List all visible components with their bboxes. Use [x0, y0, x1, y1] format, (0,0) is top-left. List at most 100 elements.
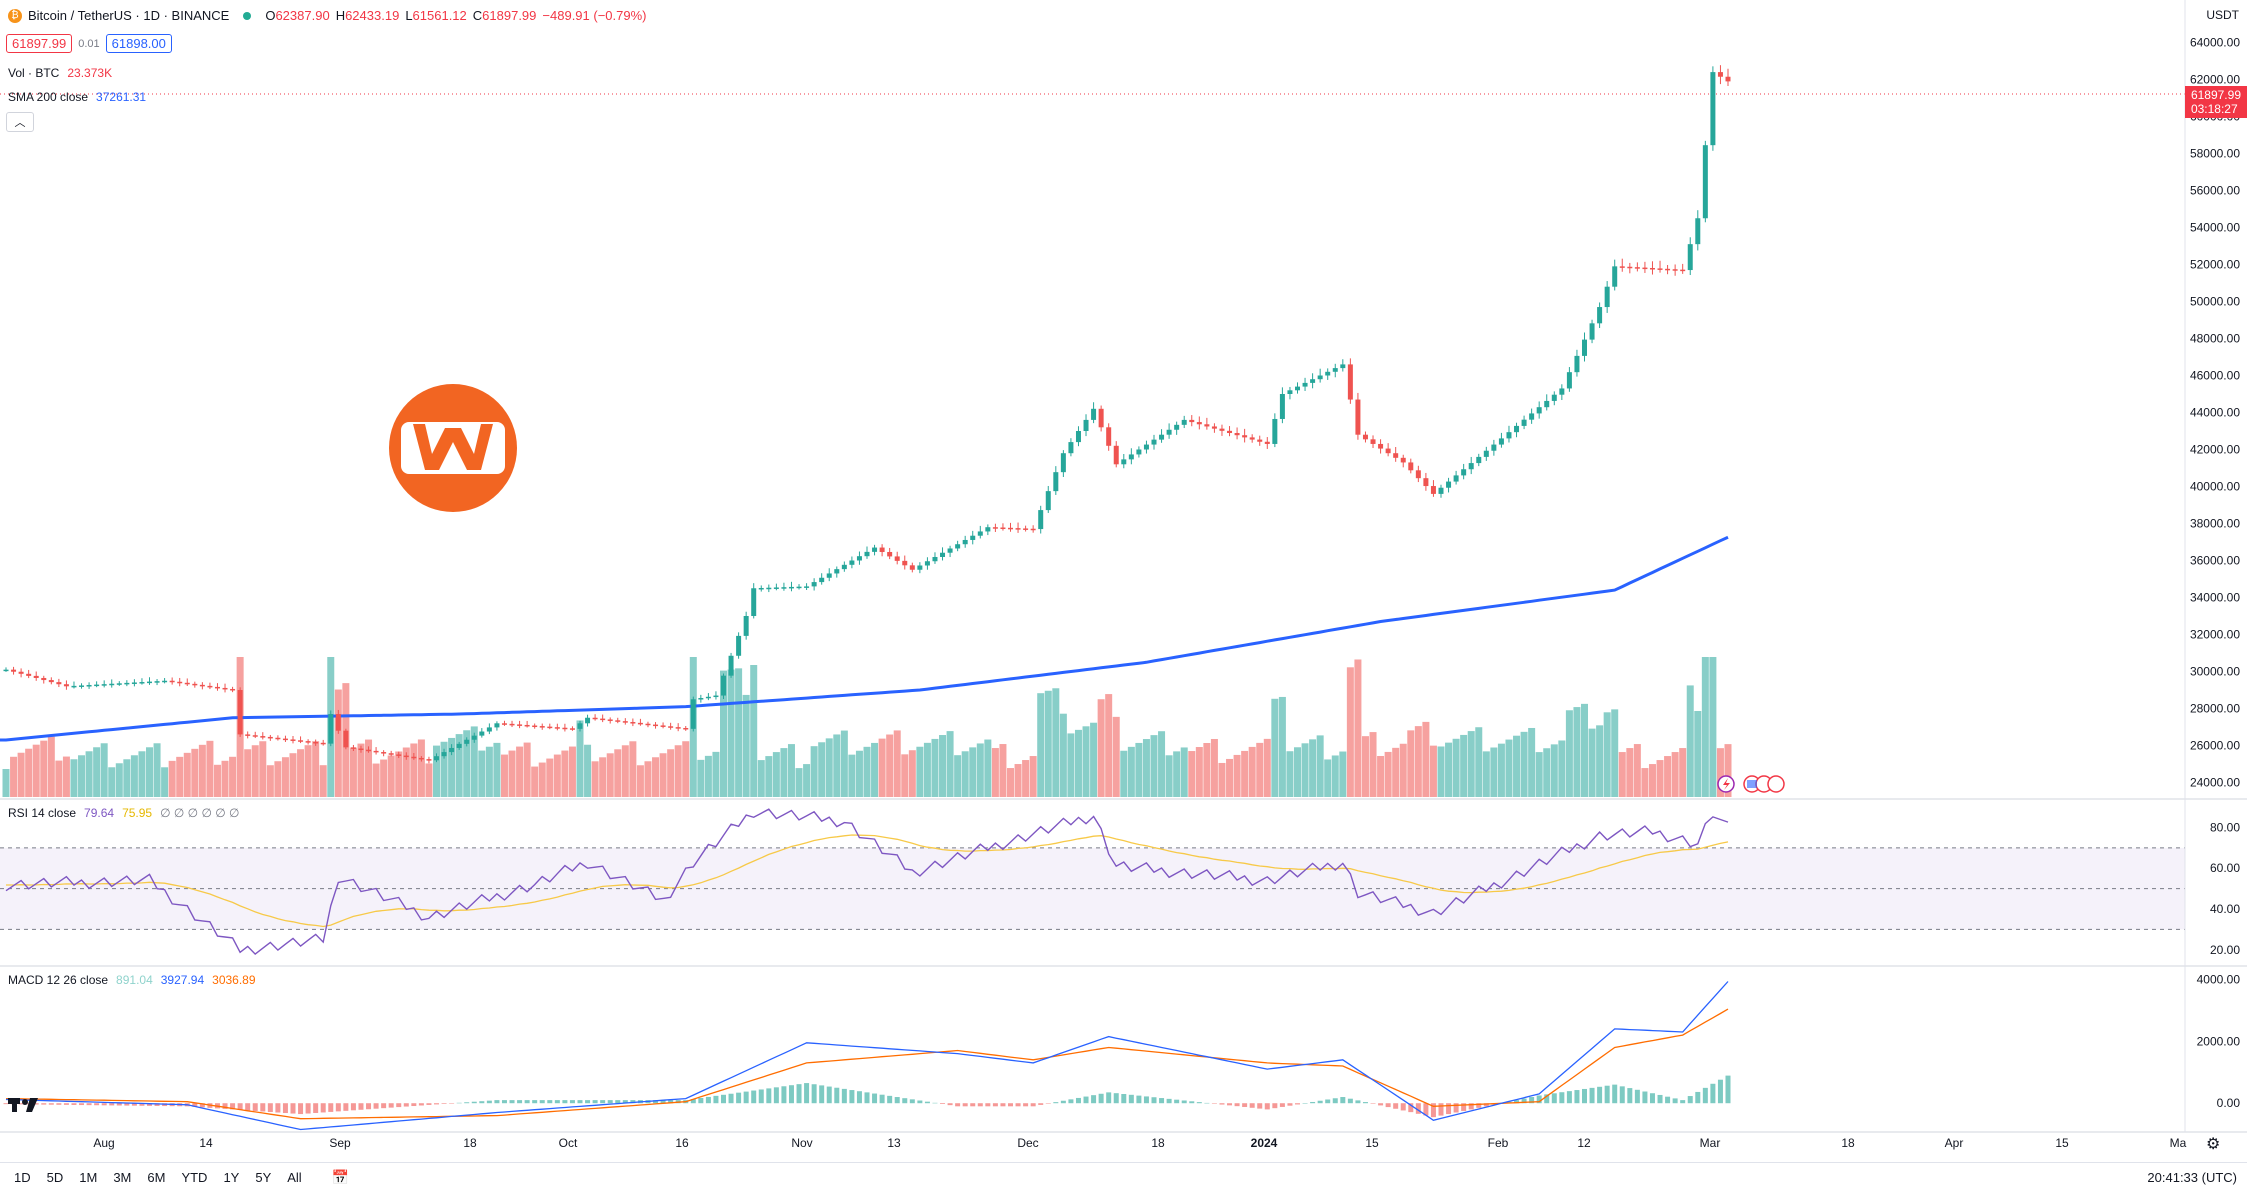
- price-tick-label: 42000.00: [2190, 443, 2240, 457]
- volume-bar: [674, 745, 682, 797]
- range-button-all[interactable]: All: [287, 1169, 302, 1185]
- range-button-1d[interactable]: 1D: [14, 1169, 31, 1185]
- buy-button[interactable]: 61898.00: [105, 34, 172, 53]
- candle-body: [1113, 445, 1119, 465]
- candle-body: [751, 588, 757, 616]
- macd-signal-value: 3036.89: [212, 973, 256, 987]
- collapse-legend-button[interactable]: ︿: [6, 112, 34, 132]
- macd-legend[interactable]: MACD 12 26 close 891.04 3927.94 3036.89: [8, 973, 256, 987]
- candle-body: [1098, 408, 1104, 428]
- range-button-3m[interactable]: 3M: [113, 1169, 132, 1185]
- calendar-icon[interactable]: 📅: [331, 1168, 350, 1185]
- macd-histogram-bar: [320, 1103, 326, 1113]
- macd-histogram-bar: [924, 1101, 930, 1104]
- macd-histogram-bar: [977, 1103, 983, 1107]
- high-label: H: [335, 8, 346, 23]
- macd-histogram-bar: [1438, 1103, 1444, 1116]
- volume-bar: [1309, 739, 1317, 797]
- volume-bar: [304, 745, 312, 797]
- range-button-6m[interactable]: 6M: [147, 1169, 166, 1185]
- volume-bar: [229, 756, 237, 797]
- macd-histogram-bar: [79, 1103, 85, 1106]
- volume-bar: [599, 757, 607, 797]
- volume-bar: [1467, 731, 1475, 797]
- volume-bar: [319, 765, 327, 797]
- candle-body: [585, 717, 591, 724]
- volume-bar: [417, 739, 425, 797]
- candle-body: [1362, 434, 1368, 440]
- volume-bar: [939, 735, 947, 797]
- macd-histogram-bar: [1264, 1103, 1270, 1110]
- macd-histogram-bar: [1649, 1093, 1655, 1104]
- volume-bar: [1256, 742, 1264, 797]
- candle-body: [894, 556, 900, 561]
- currency-unit[interactable]: USDT: [2206, 8, 2239, 22]
- volume-bar: [1203, 743, 1211, 797]
- candle-body: [1566, 372, 1572, 389]
- candle-body: [1174, 424, 1180, 430]
- symbol-header: ₿ Bitcoin / TetherUS · 1D · BINANCE O623…: [8, 8, 646, 23]
- range-button-1m[interactable]: 1M: [79, 1169, 98, 1185]
- rsi-legend[interactable]: RSI 14 close 79.64 75.95 ∅ ∅ ∅ ∅ ∅ ∅: [8, 806, 240, 820]
- flag-icon[interactable]: [1743, 775, 1785, 793]
- candle-body: [1551, 394, 1557, 401]
- macd-histogram-bar: [668, 1100, 674, 1104]
- volume-bar: [146, 747, 153, 797]
- macd-histogram-bar: [1378, 1103, 1384, 1106]
- volume-bar: [1543, 748, 1551, 797]
- volume-bar: [1664, 756, 1672, 797]
- volume-bar: [40, 740, 48, 797]
- candle-body: [1015, 528, 1021, 530]
- candle-body: [101, 684, 107, 686]
- range-button-ytd[interactable]: YTD: [181, 1169, 208, 1185]
- candle-body: [992, 527, 998, 529]
- volume-bar: [1505, 739, 1513, 797]
- volume-bar: [448, 737, 456, 797]
- candle-body: [305, 741, 311, 743]
- tradingview-logo-icon[interactable]: [8, 1098, 38, 1112]
- range-button-5y[interactable]: 5Y: [255, 1169, 272, 1185]
- time-axis[interactable]: Aug 14 Sep 18 Oct 16 Nov 13 Dec 18 2024 15 Feb 12 Mar 1…: [93, 1136, 2186, 1150]
- volume-legend[interactable]: Vol · BTC 23.373K: [8, 66, 112, 80]
- volume-bar: [878, 738, 886, 797]
- candle-body: [1302, 382, 1308, 387]
- candle-body: [71, 685, 77, 688]
- settings-gear-icon[interactable]: ⚙: [2206, 1136, 2221, 1153]
- volume-bar: [1392, 747, 1400, 797]
- price-axis[interactable]: 64000.0062000.0060000.0058000.0056000.00…: [2190, 36, 2240, 1111]
- candle-body: [1257, 439, 1263, 442]
- volume-bar: [538, 762, 546, 797]
- volume-bar: [1497, 743, 1505, 797]
- candle-body: [600, 718, 606, 721]
- rsi-tick-label: 80.00: [2210, 820, 2240, 834]
- sma-legend[interactable]: SMA 200 close 37261.31: [8, 90, 146, 104]
- macd-histogram-bar: [1717, 1079, 1723, 1104]
- volume-bar: [614, 749, 622, 797]
- volume-bar: [1158, 731, 1166, 797]
- volume-bar: [546, 758, 554, 797]
- volume-bar: [568, 746, 576, 797]
- candle-body: [849, 560, 855, 565]
- macd-histogram-bar: [139, 1103, 145, 1106]
- volume-bar: [810, 746, 818, 797]
- sell-button[interactable]: 61897.99: [6, 34, 73, 53]
- volume-bar: [1460, 734, 1468, 797]
- macd-histogram-bar: [1068, 1099, 1074, 1104]
- volume-bar: [757, 760, 765, 797]
- candle-body: [1264, 441, 1270, 444]
- lightning-icon[interactable]: [1717, 775, 1735, 793]
- volume-bar: [1565, 710, 1573, 797]
- macd-histogram-bar: [1257, 1103, 1263, 1109]
- candle-body: [721, 675, 726, 696]
- sma-label: SMA 200 close: [8, 90, 89, 104]
- candle-body: [1529, 413, 1535, 420]
- utc-clock[interactable]: 20:41:33 (UTC): [2147, 1169, 2237, 1185]
- range-button-1y[interactable]: 1Y: [223, 1169, 240, 1185]
- symbol-title[interactable]: Bitcoin / TetherUS · 1D · BINANCE: [28, 8, 230, 23]
- volume-bar: [115, 763, 123, 797]
- macd-histogram-bar: [41, 1103, 47, 1105]
- volume-bar: [463, 730, 471, 797]
- range-button-5d[interactable]: 5D: [46, 1169, 64, 1185]
- candle-body: [1657, 268, 1663, 270]
